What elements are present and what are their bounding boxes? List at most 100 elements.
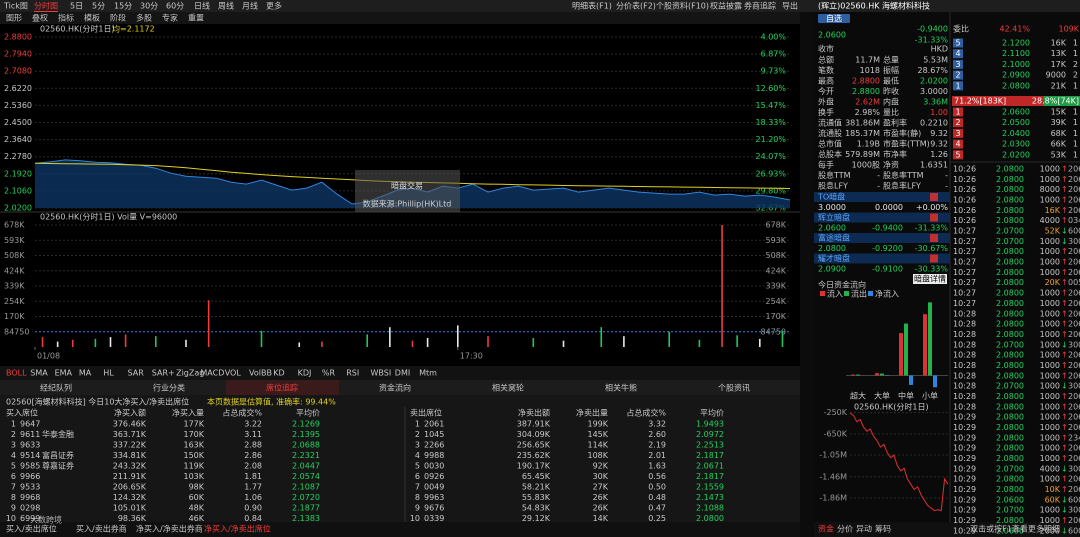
flow-bar [899,333,903,376]
column-header: 占总成交% [626,408,666,418]
toolbar-tab[interactable]: 月线 [242,1,258,11]
toolbar-button[interactable]: 个股资料(F10) [656,1,709,11]
toolbar-tab[interactable]: 15分 [114,2,132,11]
tick-time: 10:26 [953,196,976,205]
bottom-tab[interactable]: 净买入/净卖出席位 [204,524,271,534]
toolbar-button[interactable]: 分价表(F2) [616,1,656,11]
toolbar-tab[interactable]: Tick图 [3,2,28,11]
dark-pool-name: TO暗盘 [817,192,845,202]
tick-broker: 2061 [1068,165,1080,174]
toolbar-tab[interactable]: 5日 [70,2,83,11]
indicator-button[interactable]: EMA [55,369,73,378]
tab[interactable]: 资金流向 [379,383,411,393]
bid-ratio-label: 71.2%[183K] [954,97,1006,106]
indicator-button[interactable]: DMI [395,369,410,378]
indicator-button[interactable]: SAR [128,369,145,378]
volume-bar [207,300,210,347]
toolbar-button[interactable]: 券商追踪 [744,1,776,11]
tick-qty: 1000 [1040,247,1060,256]
dark-pool-icon[interactable] [930,213,938,222]
tab[interactable]: 席位追踪 [266,383,298,393]
indicator-button[interactable]: KDJ [298,369,312,378]
seat-code: 9514 [20,451,40,460]
tick-time: 10:28 [953,361,976,370]
avg-price: 2.1087 [292,483,320,492]
detail-button[interactable] [913,274,947,284]
level-box [953,128,963,138]
dark-pool-icon[interactable] [930,254,938,263]
indicator-button[interactable]: BOLL [6,369,27,378]
qty: 26K [593,504,609,513]
dark-pool-icon[interactable] [930,193,938,201]
stat-value: 2.98% [855,108,881,117]
dark-pool-icon[interactable] [930,234,938,242]
qty: 114K [587,441,608,450]
indicator-button[interactable]: SMA [30,369,48,378]
level-count: 1 [1073,118,1078,127]
toolbar-tab[interactable]: 更多 [266,1,282,11]
indicator-button[interactable]: RSI [346,369,359,378]
rank: 5 [11,462,16,471]
toolbar-button[interactable]: 明细表(F1) [572,1,612,11]
indicator-button[interactable]: VOL [225,369,242,378]
watch-button[interactable] [818,14,850,23]
tab[interactable]: 个股资讯 [718,383,750,393]
tick-price: 2.0800 [996,299,1024,308]
toolbar-tab[interactable]: 30分 [140,2,158,11]
seat-code: 0049 [424,483,444,492]
qty: 60K [189,493,205,502]
toolbar-button[interactable]: 权益披露 [710,1,742,11]
menu-item[interactable]: 阶段 [110,13,126,23]
indicator-button[interactable]: MA [79,369,92,378]
tab[interactable]: 行业分类 [153,383,185,393]
amount: 243.32K [113,462,147,471]
bottom-tab[interactable]: 净买入/净卖出券商 [136,524,203,534]
menu-item[interactable]: 指标 [58,13,74,23]
avg-price: 2.1395 [292,430,320,439]
volume-bar [94,338,97,347]
avg-price: 2.2321 [292,451,320,460]
toolbar-tab[interactable]: 分时图 [34,1,58,11]
pct: 0.48 [648,493,666,502]
menu-item[interactable]: 叠权 [32,13,48,23]
bottom-tab[interactable]: 买入/卖出券商 [76,524,127,534]
panel-tab[interactable]: 异动 [856,524,872,534]
toolbar-tab[interactable]: 5分 [92,2,105,11]
y-tick-label: 424K [765,266,786,275]
menu-item[interactable]: 图形 [6,14,22,23]
indicator-button[interactable]: VolBB [249,369,272,378]
indicator-button[interactable]: SAR+ [152,369,175,378]
tab[interactable]: 相关牛熊 [605,383,637,393]
bottom-tab[interactable]: 买入/卖出席位 [6,524,57,534]
panel-tab[interactable]: 分价 [837,525,853,534]
tick-direction: ↑ [1061,175,1068,184]
tab[interactable]: 相关窝轮 [492,383,524,393]
indicator-button[interactable]: MACD [200,369,224,378]
indicator-button[interactable]: %R [322,369,336,378]
panel-tab[interactable]: 资金 [818,524,834,534]
indicator-button[interactable]: Mtm [419,369,437,378]
indicator-button[interactable]: ZigZag [176,369,204,378]
indicator-button[interactable]: WBSI [371,369,392,378]
toolbar-button[interactable]: 导出 [782,1,798,11]
amount: 235.62K [517,451,551,460]
stat-value: 579.89M [845,150,880,159]
indicator-button[interactable]: KD [273,369,284,378]
toolbar-tab[interactable]: 日线 [194,1,210,11]
panel-tab[interactable]: 筹码 [875,524,891,534]
menu-item[interactable]: 重置 [188,13,204,23]
menu-item[interactable]: 模板 [84,13,100,23]
toolbar-tab[interactable]: 周线 [218,1,234,11]
watch-label[interactable]: 自选 [826,13,842,23]
stat-label: 收市 [818,44,834,54]
qty: 27K [593,483,609,492]
indicator-button[interactable]: HL [103,369,114,378]
toolbar-tab[interactable]: 60分 [166,2,184,11]
menu-item[interactable]: 专家 [162,13,178,23]
menu-item[interactable]: 多股 [136,13,152,23]
tab[interactable]: 经纪队列 [40,383,72,393]
level-price: 2.0200 [1002,150,1030,159]
volume-bar [124,334,127,347]
detail-label[interactable]: 暗盘详情 [914,274,946,284]
